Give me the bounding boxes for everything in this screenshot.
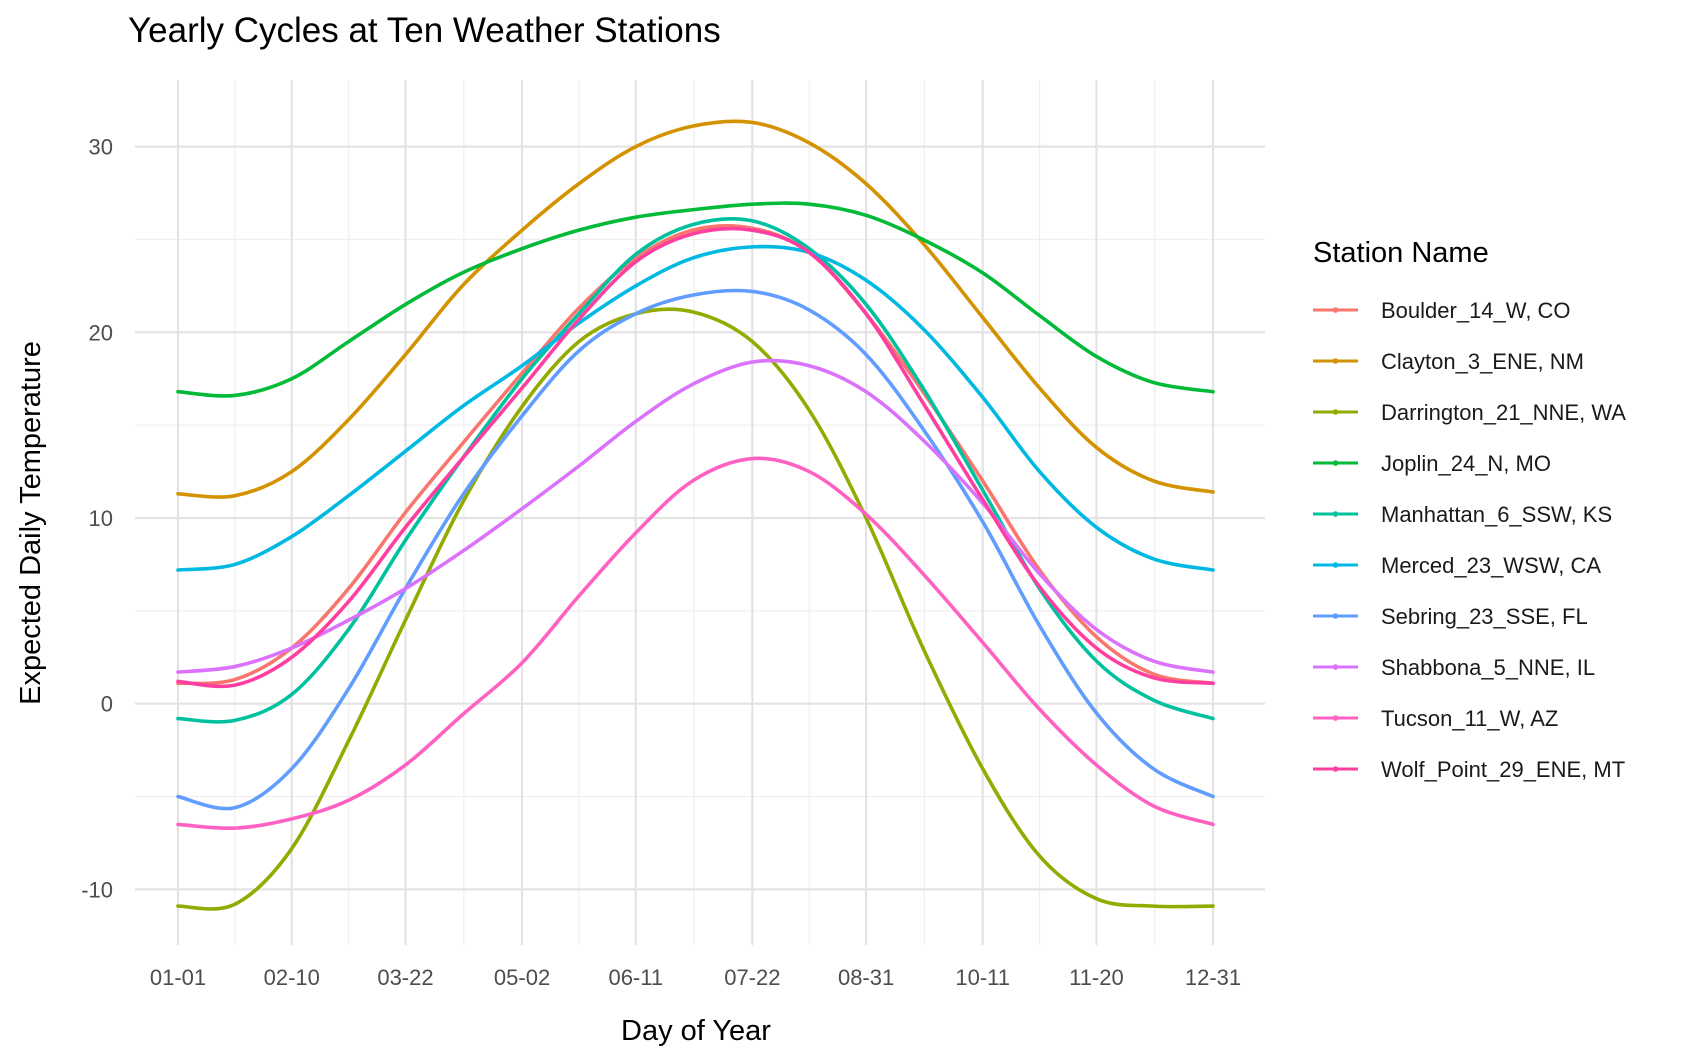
- legend-label-sebring-23-sse-fl: Sebring_23_SSE, FL: [1381, 604, 1588, 629]
- x-tick-label: 08-31: [838, 965, 894, 990]
- y-axis-tick-labels: -10 0 10 20 30: [81, 135, 113, 903]
- legend-key-dot-sebring-23-sse-fl: [1332, 613, 1339, 619]
- legend-label-shabbona-5-nne-il: Shabbona_5_NNE, IL: [1381, 655, 1595, 680]
- x-tick-label: 07-22: [724, 965, 780, 990]
- series-line-merced-23-wsw-ca: [176, 244, 1215, 572]
- x-tick-label: 11-20: [1069, 965, 1124, 990]
- chart-title: Yearly Cycles at Ten Weather Stations: [128, 11, 721, 50]
- legend-label-joplin-24-n-mo: Joplin_24_N, MO: [1381, 451, 1551, 476]
- x-tick-label: 12-31: [1185, 965, 1241, 990]
- series-line-darrington-21-nne-wa: [176, 307, 1215, 911]
- x-tick-label: 01-01: [150, 965, 206, 990]
- series-line-boulder-14-w-co: [176, 224, 1215, 686]
- x-tick-label: 06-11: [608, 965, 663, 990]
- legend-label-manhattan-6-ssw-ks: Manhattan_6_SSW, KS: [1381, 502, 1612, 527]
- series-line-sebring-23-sse-fl: [176, 288, 1215, 811]
- y-tick-label: 10: [89, 506, 113, 531]
- y-tick-label: 30: [89, 135, 113, 160]
- legend-key-dot-manhattan-6-ssw-ks: [1332, 511, 1339, 517]
- x-tick-label: 03-22: [377, 965, 433, 990]
- legend-key-dot-boulder-14-w-co: [1332, 307, 1339, 313]
- legend-label-merced-23-wsw-ca: Merced_23_WSW, CA: [1381, 553, 1601, 578]
- x-tick-label: 10-11: [955, 965, 1010, 990]
- x-tick-label: 02-10: [264, 965, 320, 990]
- legend: Station Name Boulder_14_W, CO Clayton_3_E…: [1313, 237, 1626, 782]
- series-lines: [176, 119, 1215, 911]
- legend-key-dot-shabbona-5-nne-il: [1332, 664, 1339, 670]
- y-tick-label: 20: [89, 320, 113, 345]
- series-line-tucson-11-w-az: [176, 456, 1215, 831]
- legend-label-tucson-11-w-az: Tucson_11_W, AZ: [1381, 706, 1558, 731]
- series-line-joplin-24-n-mo: [176, 201, 1215, 398]
- y-tick-label: -10: [81, 877, 113, 902]
- legend-key-dot-darrington-21-nne-wa: [1332, 409, 1339, 415]
- legend-label-wolf-point-29-ene-mt: Wolf_Point_29_ENE, MT: [1381, 757, 1625, 782]
- legend-key-dot-wolf-point-29-ene-mt: [1332, 766, 1339, 772]
- y-axis-title: Expected Daily Temperature: [15, 341, 47, 705]
- grid-lines: [135, 80, 1265, 945]
- series-line-shabbona-5-nne-il: [176, 358, 1215, 674]
- legend-label-clayton-3-ene-nm: Clayton_3_ENE, NM: [1381, 349, 1584, 374]
- x-tick-label: 05-02: [494, 965, 550, 990]
- legend-key-dot-merced-23-wsw-ca: [1332, 562, 1339, 568]
- y-tick-label: 0: [101, 692, 113, 717]
- series-line-clayton-3-ene-nm: [176, 119, 1215, 499]
- legend-title: Station Name: [1313, 237, 1489, 269]
- legend-label-darrington-21-nne-wa: Darrington_21_NNE, WA: [1381, 400, 1626, 425]
- legend-key-dot-joplin-24-n-mo: [1332, 460, 1339, 466]
- series-line-wolf-point-29-ene-mt: [176, 226, 1215, 689]
- legend-label-boulder-14-w-co: Boulder_14_W, CO: [1381, 298, 1571, 323]
- x-axis-tick-labels: 01-01 02-10 03-22 05-02 06-11 07-22 08-31 10-11…: [150, 965, 1241, 990]
- x-axis-title: Day of Year: [621, 1015, 771, 1047]
- legend-key-dot-clayton-3-ene-nm: [1332, 358, 1339, 364]
- legend-key-dot-tucson-11-w-az: [1332, 715, 1339, 721]
